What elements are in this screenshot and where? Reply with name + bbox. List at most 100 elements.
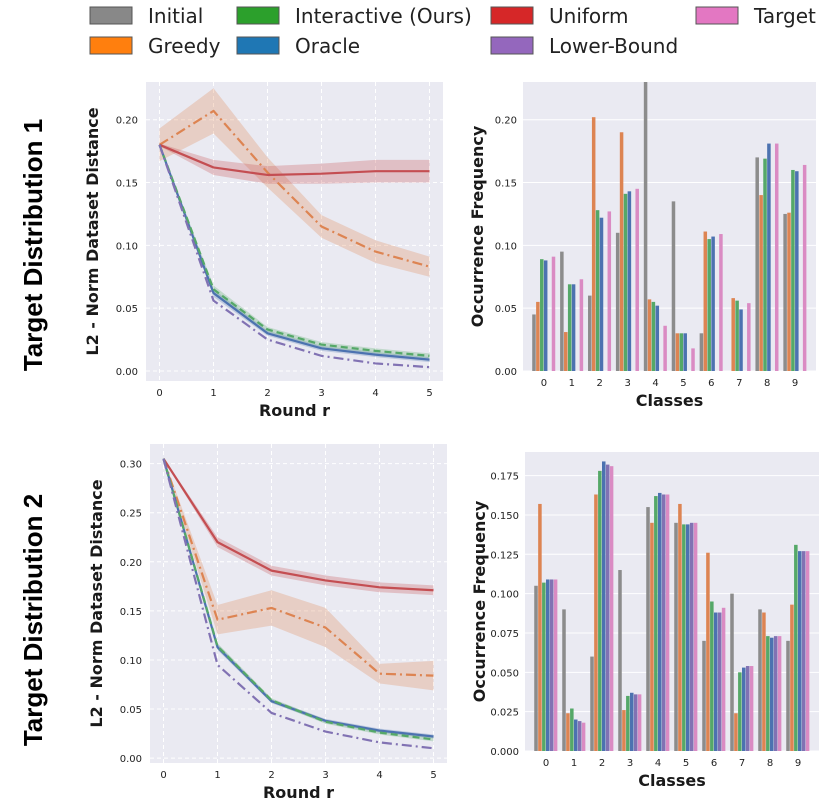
band-greedy: [159, 88, 430, 277]
x-tick-label: 7: [739, 758, 745, 769]
bar-class-8-greedy: [759, 195, 763, 371]
bar-class-1-target: [579, 279, 584, 371]
series-line-oracle: [158, 144, 430, 361]
series-line-uniform: [159, 143, 430, 177]
legend-swatch-2: [490, 6, 534, 25]
x-tick-label: 4: [652, 378, 658, 389]
bar-class-9-oracle: [795, 171, 799, 371]
bar-class-7-target: [747, 303, 751, 371]
x-tick-label: 5: [426, 388, 432, 399]
x-tick-label: 3: [322, 770, 328, 781]
bar-class-4-oracle: [658, 492, 662, 751]
x-tick-label: 8: [767, 758, 773, 769]
bar-class-3-initial: [618, 570, 622, 751]
bar-class-7-greedy: [734, 713, 738, 751]
bar-class-9-greedy: [790, 604, 794, 751]
x-tick-label: 5: [683, 758, 689, 769]
x-tick-label: 9: [792, 378, 798, 389]
bar-class-2-greedy: [591, 117, 596, 371]
bar-class-5-lower-bound: [689, 522, 694, 751]
band-greedy: [163, 457, 434, 691]
y-axis-label: Occurrence Frequency: [470, 500, 489, 702]
y-axis-label: L2 - Norm Dataset Distance: [83, 107, 102, 355]
bar-class-8-interactive-ours-: [763, 158, 767, 371]
y-tick-label: 0.15: [495, 179, 517, 190]
bar-class-9-target: [805, 551, 810, 751]
y-tick-label: 0.125: [490, 550, 519, 561]
legend-swatch-5: [236, 36, 280, 55]
bar-class-3-oracle: [627, 191, 632, 371]
y-tick-label: 0.30: [120, 460, 142, 471]
bar-class-6-greedy: [706, 552, 710, 751]
bar-class-6-interactive-ours-: [707, 239, 711, 371]
x-tick-label: 2: [599, 758, 605, 769]
row-label-2: Target Distribution 2: [18, 494, 48, 746]
band-uniform: [159, 143, 430, 184]
bar-class-9-initial: [783, 213, 787, 371]
x-tick-label: 4: [372, 388, 378, 399]
bar-class-1-interactive-ours-: [570, 708, 574, 751]
x-tick-label: 1: [214, 770, 220, 781]
x-axis-label: Round r: [263, 783, 334, 801]
plot-background: [523, 82, 816, 371]
series-line-lower-bound: [162, 458, 434, 750]
x-axis-label: Classes: [638, 771, 705, 790]
bar-class-4-initial: [643, 82, 648, 371]
bar-class-2-lower-bound: [605, 464, 610, 751]
bar-class-7-lower-bound: [745, 666, 750, 751]
bar-class-5-target: [691, 348, 695, 371]
y-tick-label: 0.10: [120, 656, 142, 667]
y-tick-label: 0.15: [120, 607, 142, 618]
legend: Initial Interactive (Ours) Uniform Target Gr…: [89, 4, 816, 58]
bar-class-5-initial: [671, 201, 676, 371]
x-tick-label: 0: [160, 770, 166, 781]
bar-class-1-initial: [562, 609, 566, 751]
bars: [532, 82, 807, 371]
bar-class-8-target: [774, 143, 779, 371]
bar-class-2-initial: [590, 656, 594, 751]
bar-class-0-lower-bound: [549, 579, 554, 751]
bar-class-5-oracle: [686, 524, 690, 751]
y-tick-label: 0.05: [120, 705, 142, 716]
bar-class-4-initial: [646, 507, 650, 751]
bar-class-6-interactive-ours-: [710, 601, 714, 751]
y-tick-label: 0.00: [120, 754, 142, 765]
legend-label-2: Uniform: [549, 4, 629, 28]
bar-class-1-oracle: [571, 284, 576, 371]
legend-label-6: Lower-Bound: [549, 34, 678, 58]
bar-class-0-oracle: [546, 579, 550, 751]
x-tick-label: 5: [680, 378, 686, 389]
bar-class-5-interactive-ours-: [682, 524, 686, 751]
x-tick-label: 1: [571, 758, 577, 769]
bar-class-1-interactive-ours-: [567, 284, 572, 371]
bar-class-2-initial: [588, 295, 592, 371]
bar-class-9-interactive-ours-: [794, 544, 798, 751]
bar-class-5-greedy: [678, 503, 682, 751]
bar-class-8-interactive-ours-: [766, 636, 770, 751]
bar-class-7-oracle: [739, 309, 743, 371]
y-tick-label: 0.025: [490, 708, 519, 719]
bar-class-8-initial: [758, 609, 762, 751]
bar-class-4-greedy: [647, 299, 652, 371]
bar-class-8-initial: [755, 157, 759, 371]
bar-class-4-greedy: [650, 522, 654, 751]
series-line-greedy: [158, 109, 430, 268]
bar-class-7-greedy: [731, 298, 735, 371]
bar-class-6-lower-bound: [717, 612, 722, 751]
bar-class-9-initial: [786, 640, 790, 751]
bar-class-0-initial: [534, 585, 538, 751]
bar-class-2-target: [609, 466, 614, 751]
x-tick-label: 3: [624, 378, 630, 389]
y-tick-label: 0.175: [490, 472, 519, 483]
bar-class-7-initial: [730, 593, 734, 751]
bar-class-6-oracle: [714, 612, 718, 751]
bar-class-6-initial: [702, 640, 706, 751]
bar-class-6-target: [721, 607, 726, 751]
bar-chart-target-2: Occurrence Frequency Classes 0.000 0.025 0.0…: [470, 452, 819, 790]
bar-class-1-lower-bound: [577, 721, 582, 751]
bar-class-1-initial: [560, 251, 564, 371]
bar-class-0-greedy: [538, 503, 542, 751]
y-tick-label: 0.100: [490, 590, 519, 601]
y-axis-label: Occurrence Frequency: [468, 125, 487, 327]
bar-class-4-target: [665, 494, 670, 751]
